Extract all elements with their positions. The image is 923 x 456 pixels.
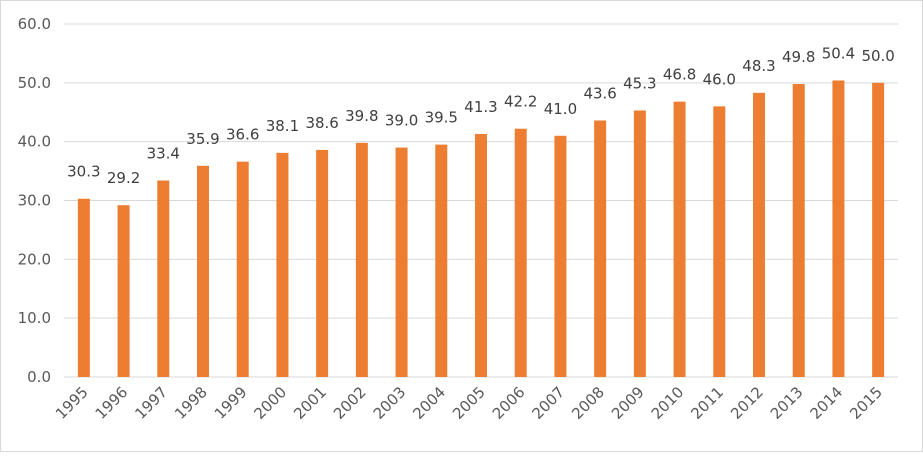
x-tick-label: 2009 (608, 383, 648, 423)
data-label-1997: 33.4 (147, 144, 180, 162)
x-tick-label: 2004 (409, 383, 449, 423)
y-tick-label: 10.0 (18, 309, 51, 327)
data-label-2006: 42.2 (504, 93, 537, 111)
bar-2005 (475, 134, 487, 377)
x-tick-label: 2013 (767, 383, 807, 423)
data-label-1996: 29.2 (107, 169, 140, 187)
bar-1999 (236, 161, 249, 377)
x-tick-label: 1995 (52, 383, 92, 423)
x-tick-label: 2003 (370, 383, 410, 423)
data-label-2014: 50.4 (822, 44, 855, 62)
bar-2015 (872, 82, 885, 377)
bars (77, 80, 885, 378)
bar-2001 (316, 149, 329, 377)
x-tick-label: 1996 (92, 383, 132, 423)
bar-2011 (713, 106, 726, 377)
bar-2007 (554, 135, 567, 377)
x-tick-label: 1998 (171, 383, 211, 423)
data-label-1998: 35.9 (186, 130, 219, 148)
data-label-2007: 41.0 (544, 100, 577, 118)
data-label-2001: 38.6 (305, 114, 338, 132)
data-labels: 30.3 29.2 33.4 35.9 36.6 38.1 38.6 39.8 39.0 39.5… (67, 44, 895, 187)
bar-1998 (197, 165, 209, 377)
bar-2002 (355, 142, 368, 377)
data-label-2015: 50.0 (861, 47, 894, 65)
data-label-2003: 39.0 (385, 112, 418, 130)
x-tick-label: 2010 (648, 383, 688, 423)
data-label-1999: 36.6 (226, 126, 259, 144)
y-tick-label: 30.0 (18, 192, 51, 210)
x-tick-label: 2011 (687, 383, 727, 423)
x-tick-label: 2007 (529, 383, 569, 423)
x-tick-label: 1999 (211, 383, 251, 423)
bar-2003 (395, 147, 408, 377)
data-label-2010: 46.8 (663, 66, 696, 84)
y-tick-label: 20.0 (18, 250, 51, 268)
x-tick-label: 2000 (251, 383, 291, 423)
data-label-1995: 30.3 (67, 163, 100, 181)
y-tick-label: 60.0 (18, 15, 51, 33)
data-label-2000: 38.1 (266, 117, 299, 135)
bar-1997 (157, 180, 170, 377)
bar-2010 (673, 101, 686, 377)
x-tick-label: 2008 (568, 383, 608, 423)
bar-1996 (117, 205, 130, 377)
bar-2006 (514, 128, 527, 377)
x-axis: 1995 1996 1997 1998 1999 2000 2001 2002 2003 2004… (52, 383, 886, 423)
x-tick-label: 2005 (449, 383, 489, 423)
data-label-2012: 48.3 (742, 57, 775, 75)
y-tick-label: 0.0 (27, 368, 51, 386)
x-tick-label: 2006 (489, 383, 529, 423)
bar-2009 (633, 110, 646, 378)
data-label-2005: 41.3 (464, 98, 497, 116)
y-tick-label: 50.0 (18, 74, 51, 92)
x-tick-label: 2002 (330, 383, 370, 423)
bar-2014 (832, 80, 845, 377)
bar-1995 (77, 198, 90, 377)
bar-2012 (753, 92, 765, 378)
x-tick-label: 2012 (727, 383, 767, 423)
x-tick-label: 2015 (846, 383, 886, 423)
bar-2004 (435, 144, 448, 377)
bar-2008 (594, 120, 607, 377)
data-label-2008: 43.6 (583, 84, 616, 102)
data-label-2004: 39.5 (425, 109, 458, 127)
data-label-2013: 49.8 (782, 48, 815, 66)
bar-2000 (276, 152, 289, 377)
data-label-2011: 46.0 (703, 70, 736, 88)
data-label-2009: 45.3 (623, 74, 656, 92)
bar-2013 (792, 84, 805, 377)
y-tick-label: 40.0 (18, 133, 51, 151)
x-tick-label: 2014 (807, 383, 847, 423)
y-axis: 0.0 10.0 20.0 30.0 40.0 50.0 60.0 (18, 15, 51, 386)
x-tick-label: 2001 (290, 383, 330, 423)
x-tick-label: 1997 (131, 383, 171, 423)
data-label-2002: 39.8 (345, 107, 378, 125)
